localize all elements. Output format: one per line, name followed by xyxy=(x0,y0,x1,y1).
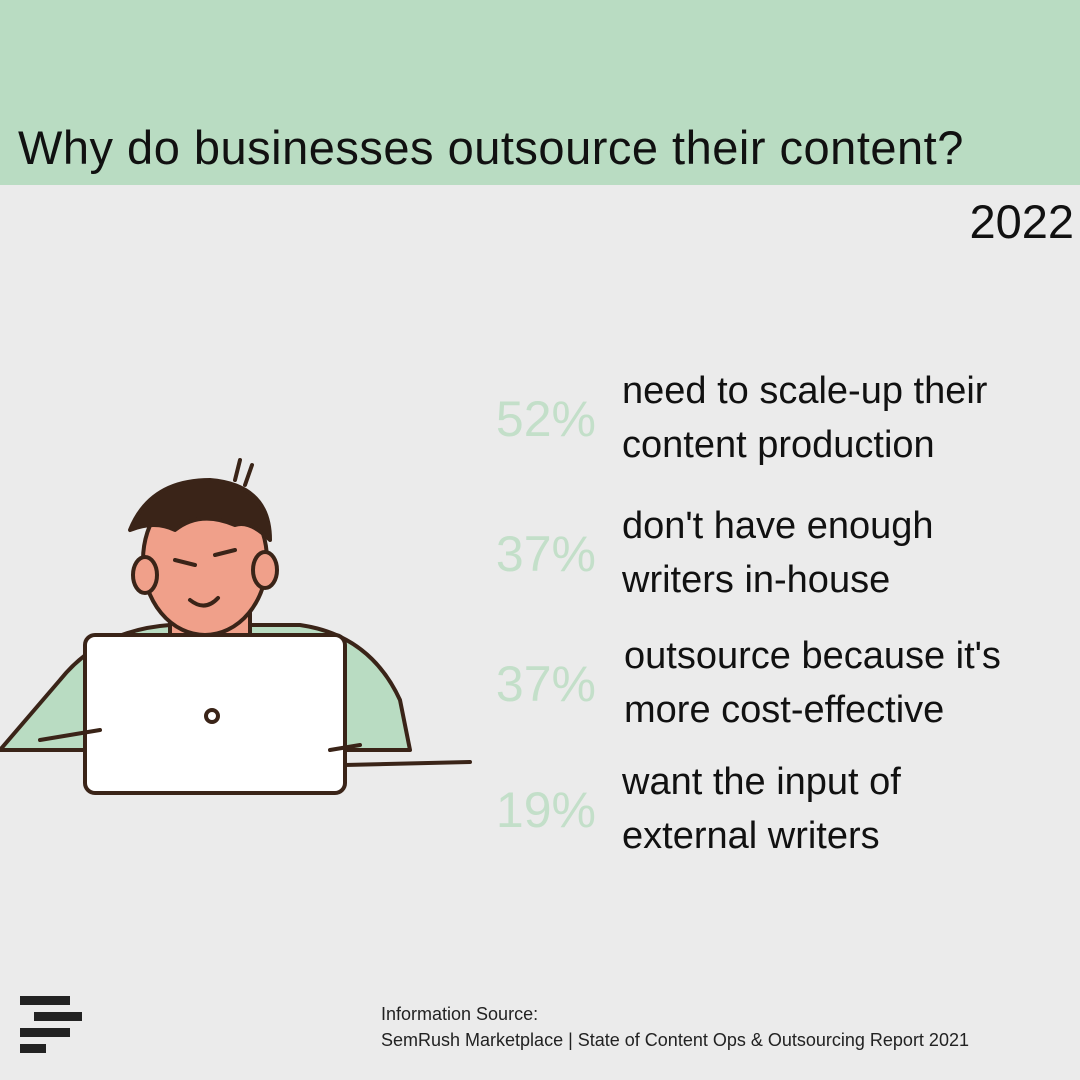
title: Why do businesses outsource their conten… xyxy=(18,121,964,174)
stat-text: outsource because it's xyxy=(624,635,1001,677)
stat-value: 19% xyxy=(495,782,596,838)
stat-text: need to scale-up their xyxy=(622,370,988,412)
stat-text: more cost-effective xyxy=(624,689,945,731)
stat-value: 37% xyxy=(495,526,596,582)
stat-text: writers in-house xyxy=(622,559,891,601)
year: 2022 xyxy=(969,195,1074,248)
stat-value: 52% xyxy=(495,391,596,447)
stat-text: content production xyxy=(622,424,935,466)
stat-value: 37% xyxy=(495,656,596,712)
stat-text: want the input of xyxy=(622,761,901,803)
stat-text: external writers xyxy=(622,815,880,857)
stat-text: don't have enough xyxy=(622,505,934,547)
source-text: SemRush Marketplace | State of Content O… xyxy=(381,1030,969,1050)
header-band xyxy=(0,0,1080,185)
illustration xyxy=(0,458,472,795)
logo xyxy=(20,996,82,1053)
source-label: Information Source: xyxy=(381,1004,539,1024)
